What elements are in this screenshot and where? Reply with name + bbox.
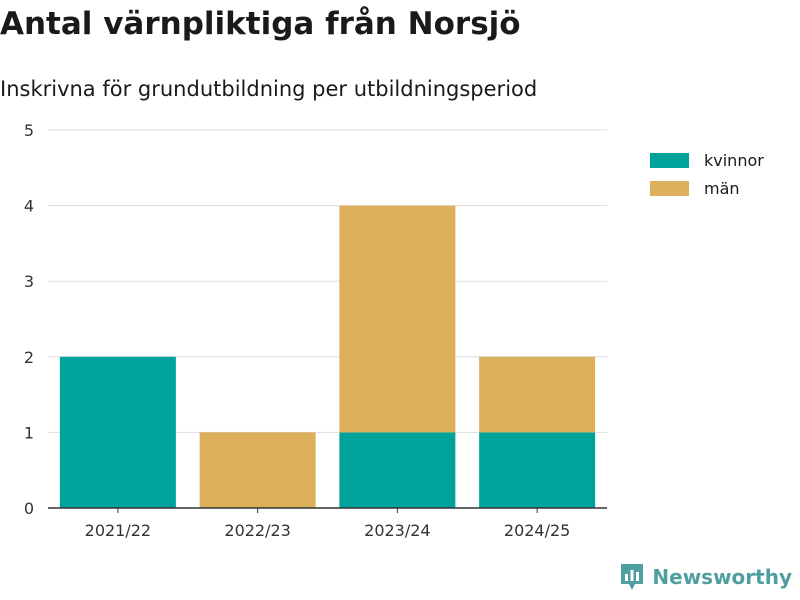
- legend-item-man: män: [650, 174, 764, 202]
- bar-kvinnor-2: [339, 432, 456, 508]
- bar-man-3: [479, 356, 596, 433]
- x-tick-label: 2022/23: [224, 521, 290, 540]
- legend-swatch-kvinnor: [650, 152, 689, 168]
- bar-kvinnor-3: [479, 432, 596, 508]
- legend-item-kvinnor: kvinnor: [650, 146, 764, 174]
- legend-swatch-man: [650, 180, 689, 196]
- y-tick-label: 2: [24, 348, 34, 367]
- bar-kvinnor-0: [59, 356, 176, 508]
- bar-man-2: [339, 205, 456, 433]
- axes: 0 1 2 3 4 5 2021/22 2022/23 2023/24 2024/25: [24, 121, 607, 540]
- y-tick-label: 5: [24, 121, 34, 140]
- y-tick-label: 1: [24, 423, 34, 442]
- legend-label-kvinnor: kvinnor: [704, 150, 764, 170]
- chart-title: Antal värnpliktiga från Norsjö: [0, 6, 521, 42]
- bars: [59, 205, 596, 508]
- x-tick-label: 2021/22: [85, 521, 151, 540]
- brand-name: Newsworthy: [652, 565, 792, 589]
- chart-subtitle: Inskrivna för grundutbildning per utbild…: [0, 77, 538, 101]
- y-tick-label: 4: [24, 197, 34, 216]
- newsworthy-logo-icon: [621, 564, 644, 590]
- y-tick-label: 0: [24, 499, 34, 518]
- x-tick-label: 2024/25: [504, 521, 570, 540]
- brand-logo: Newsworthy: [619, 562, 792, 592]
- legend-label-man: män: [704, 178, 740, 198]
- x-tick-label: 2023/24: [364, 521, 430, 540]
- bar-man-1: [199, 432, 316, 508]
- legend: kvinnor män: [650, 146, 764, 202]
- y-tick-label: 3: [24, 272, 34, 291]
